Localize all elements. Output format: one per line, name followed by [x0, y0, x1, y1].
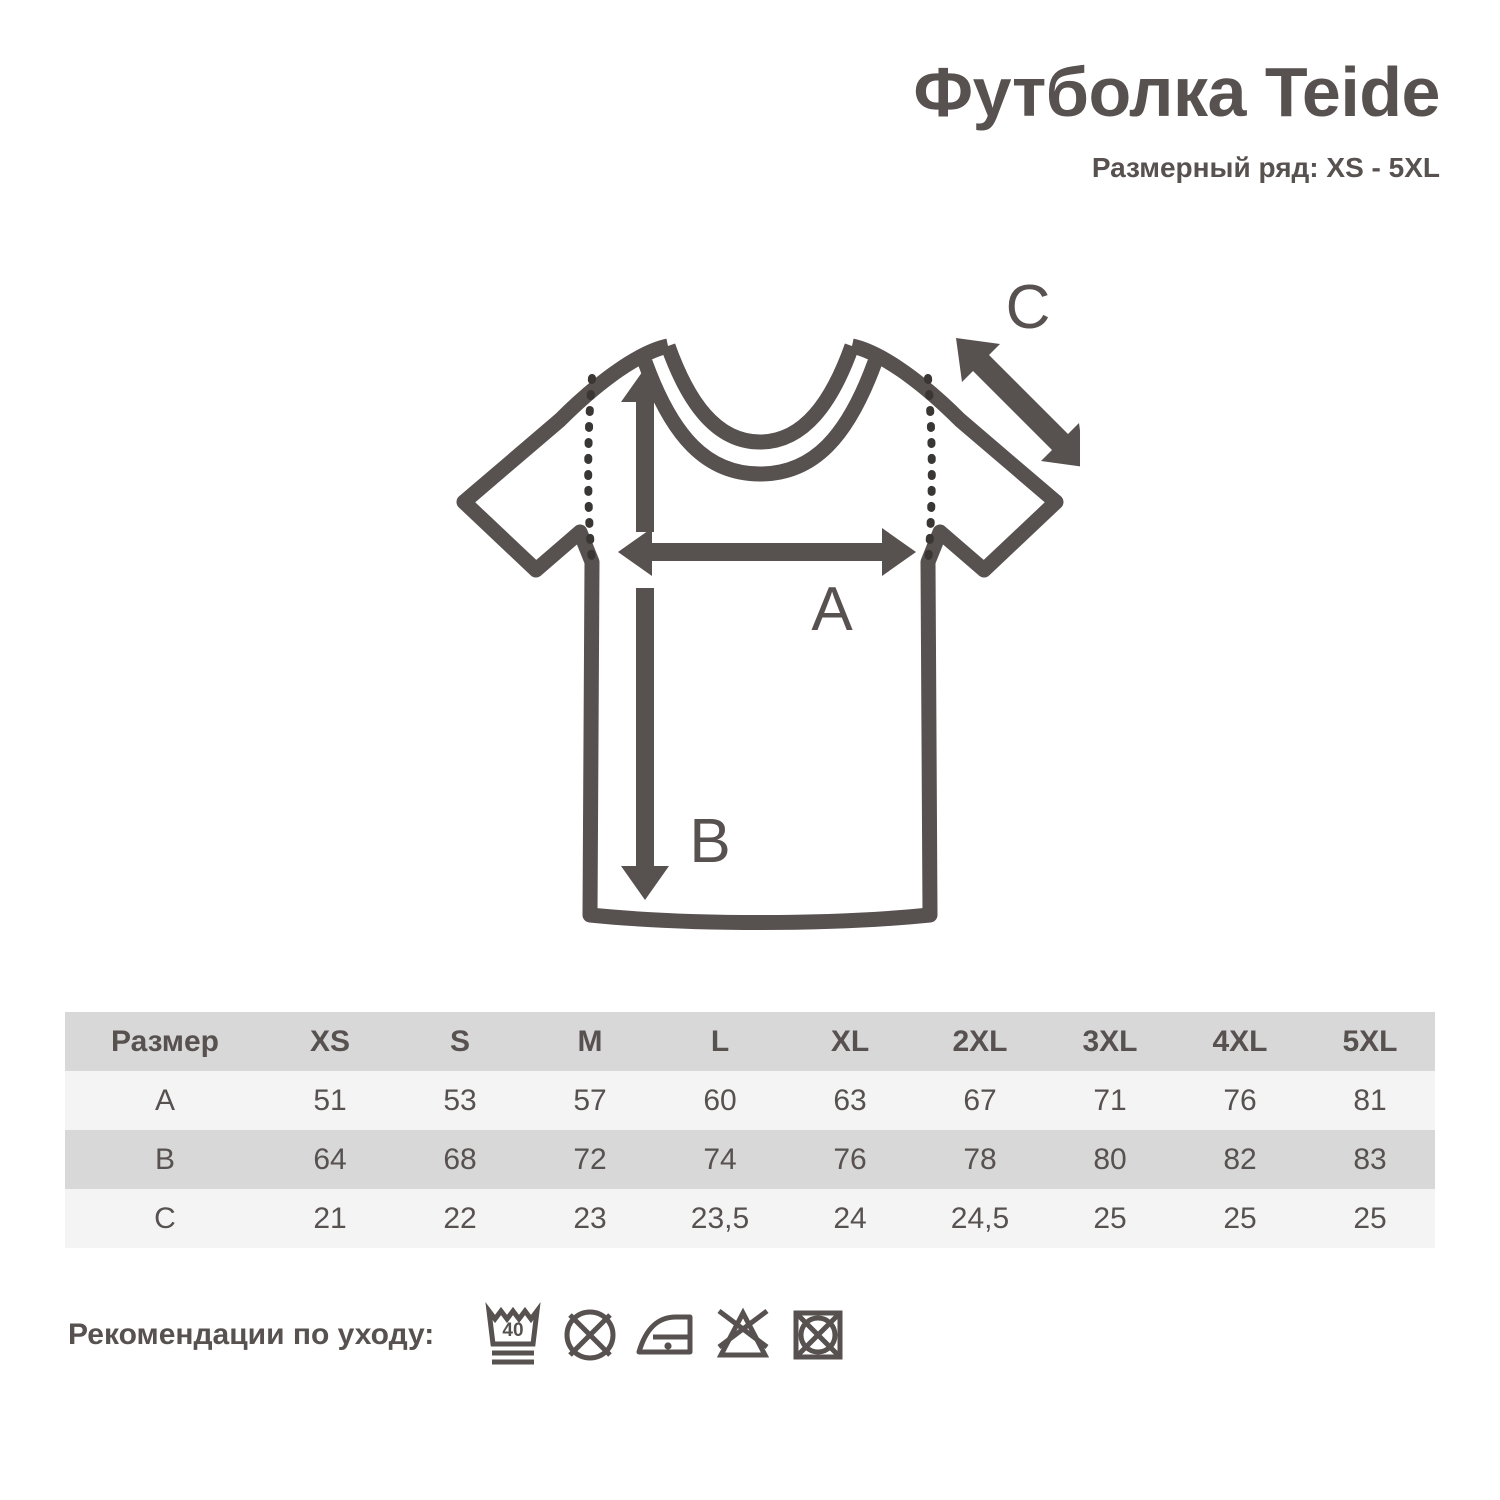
table-header-cell: S	[449, 1024, 470, 1058]
table-cell: 83	[1353, 1142, 1387, 1176]
table-header-row: Размер XS S M L XL 2XL 3XL 4XL 5XL	[65, 1012, 1435, 1071]
table-cell: 68	[443, 1142, 477, 1176]
size-range-subtitle: Размерный ряд: XS - 5XL	[1091, 151, 1440, 183]
iron-dot	[664, 1342, 672, 1350]
table-cell: 22	[443, 1201, 477, 1235]
table-cell: 78	[963, 1142, 997, 1176]
table-cell: 57	[573, 1083, 607, 1117]
wash-40-delicate-icon: 40	[484, 1302, 546, 1368]
size-chart-table: Размер XS S M L XL 2XL 3XL 4XL 5XL A 51 …	[65, 1012, 1435, 1248]
table-cell: 24	[833, 1201, 867, 1235]
measure-a-arrow	[618, 528, 916, 576]
table-cell: 67	[963, 1083, 997, 1117]
care-instructions: Рекомендации по уходу: 40	[68, 1300, 848, 1370]
table-header-cell: XS	[309, 1024, 351, 1058]
measure-c-label: C	[1006, 273, 1051, 342]
do-not-bleach-icon	[712, 1302, 774, 1368]
measure-a-label: A	[811, 575, 853, 644]
iron-low-icon	[634, 1302, 698, 1368]
table-cell: 72	[573, 1142, 607, 1176]
table-header-cell: M	[577, 1024, 603, 1058]
table-cell: 63	[833, 1083, 867, 1117]
table-cell: 82	[1223, 1142, 1257, 1176]
table-header-cell: 2XL	[952, 1024, 1008, 1058]
table-header-cell: 3XL	[1082, 1024, 1138, 1058]
table-cell: 24,5	[950, 1201, 1010, 1235]
table-cell: 74	[703, 1142, 737, 1176]
table-row: A 51 53 57 60 63 67 71 76 81	[65, 1071, 1435, 1130]
table-cell: 76	[833, 1142, 867, 1176]
table-cell: 23	[573, 1201, 607, 1235]
sleeve-seam-right	[924, 374, 936, 566]
care-symbols: 40	[484, 1302, 848, 1368]
row-label: A	[154, 1083, 175, 1117]
do-not-dry-clean-icon	[560, 1302, 620, 1368]
table-cell: 80	[1093, 1142, 1127, 1176]
table-cell: 81	[1353, 1083, 1387, 1117]
measure-c-arrow	[956, 338, 1080, 467]
wash-temperature-text: 40	[503, 1320, 524, 1341]
table-cell: 25	[1223, 1201, 1257, 1235]
table-cell: 76	[1223, 1083, 1257, 1117]
table-cell: 64	[313, 1142, 347, 1176]
row-label: C	[154, 1201, 176, 1235]
tshirt-measurement-diagram: A B C	[440, 270, 1080, 950]
table-header-cell: 4XL	[1212, 1024, 1268, 1058]
sleeve-seam-left	[584, 374, 596, 566]
table-cell: 51	[313, 1083, 347, 1117]
table-cell: 21	[313, 1201, 347, 1235]
page-title: Футболка Teide	[913, 53, 1440, 131]
table-header-cell: XL	[830, 1024, 870, 1058]
measure-b-label: B	[689, 807, 730, 876]
table-cell: 25	[1093, 1201, 1127, 1235]
row-label: B	[154, 1142, 175, 1176]
table-cell: 25	[1353, 1201, 1387, 1235]
table-cell: 23,5	[690, 1201, 750, 1235]
table-row: B 64 68 72 74 76 78 80 82 83	[65, 1130, 1435, 1189]
care-instructions-label: Рекомендации по уходу:	[68, 1318, 435, 1351]
do-not-tumble-dry-icon	[788, 1302, 848, 1368]
measure-b-arrow	[621, 368, 669, 900]
table-header-cell: 5XL	[1342, 1024, 1398, 1058]
table-header-cell: Размер	[110, 1024, 220, 1058]
table-cell: 53	[443, 1083, 477, 1117]
table-row: C 21 22 23 23,5 24 24,5 25 25 25	[65, 1189, 1435, 1248]
table-header-cell: L	[710, 1024, 730, 1058]
page-header: Футболка Teide Размерный ряд: XS - 5XL	[540, 53, 1440, 184]
table-cell: 60	[703, 1083, 737, 1117]
table-cell: 71	[1093, 1083, 1127, 1117]
